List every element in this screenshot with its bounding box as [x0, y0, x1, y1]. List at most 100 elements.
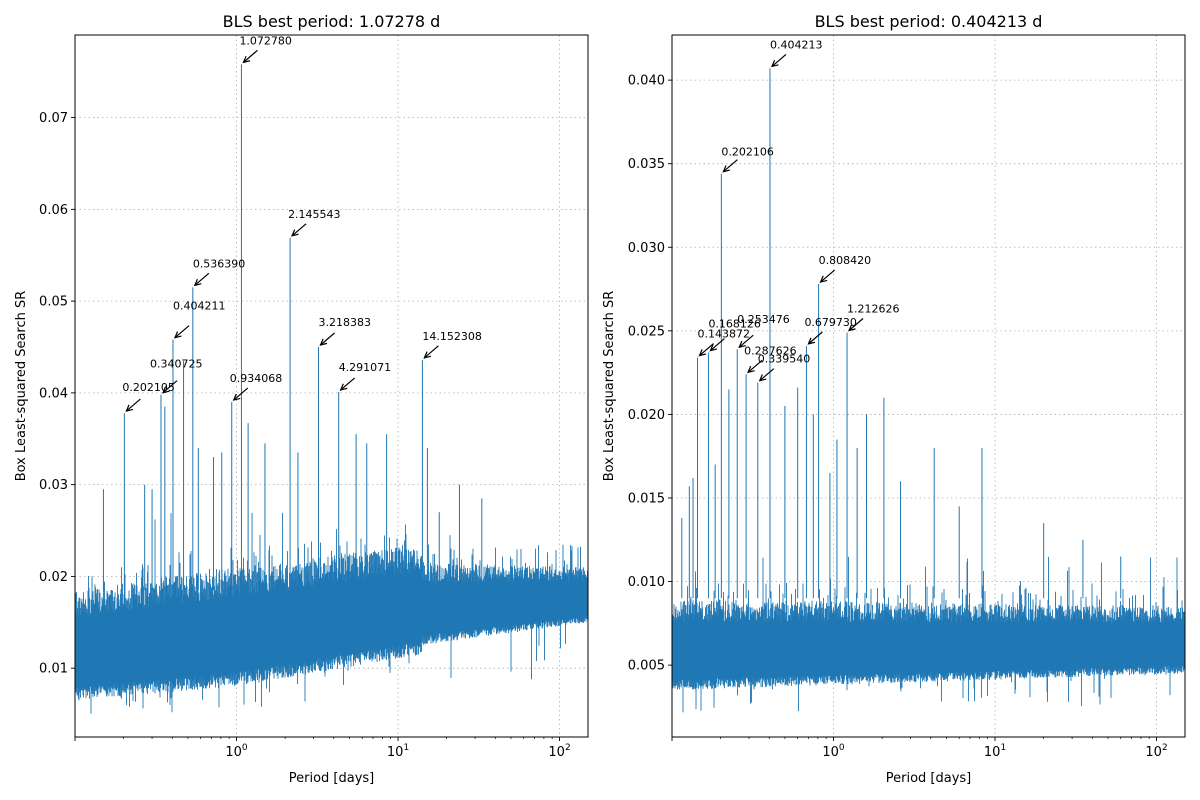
- right-periodogram-panel: BLS best period: 0.404213 d 0.1438720.16…: [602, 12, 1186, 786]
- right-chart-title: BLS best period: 0.404213 d: [815, 12, 1043, 31]
- left-x-axis-label: Period [days]: [289, 771, 375, 786]
- right-y-tick-label: 0.030: [628, 241, 665, 256]
- right-x-axis-label: Period [days]: [886, 771, 972, 786]
- left-annotation-label: 0.202105: [122, 381, 175, 394]
- right-annotation-arrow: [699, 343, 714, 357]
- left-peak-annotation: 0.404211: [173, 300, 226, 339]
- right-y-tick-label: 0.020: [628, 408, 665, 423]
- left-annotation-label: 0.340725: [150, 358, 203, 371]
- left-annotation-arrowhead: [423, 351, 432, 359]
- left-annotations: 0.202105 0.340725 0.404211 0.536390 0.934068…: [122, 34, 482, 412]
- left-x-tick-label: 101: [387, 743, 409, 760]
- right-peak-annotation: 1.212626: [847, 303, 900, 332]
- right-annotation-arrowhead: [747, 365, 755, 374]
- right-annotation-label: 0.339540: [758, 353, 811, 366]
- right-y-ticks: 0.005 0.010 0.015 0.020 0.025 0.030 0.035 0.040: [628, 74, 672, 674]
- right-annotation-arrow: [771, 53, 787, 67]
- right-annotation-label: 0.253476: [737, 313, 790, 326]
- left-peak-annotation: 0.202105: [122, 381, 175, 412]
- left-y-tick-label: 0.06: [39, 203, 68, 218]
- right-annotation-label: 1.212626: [847, 303, 900, 316]
- right-annotation-arrow: [848, 318, 864, 331]
- left-annotation-label: 3.218383: [319, 316, 372, 329]
- right-peak-annotation: 0.168126: [708, 318, 761, 352]
- right-annotation-arrow: [820, 269, 835, 283]
- left-peak-annotation: 1.072780: [239, 34, 292, 64]
- right-y-axis-label: Box Least-squared Search SR: [602, 291, 617, 482]
- left-y-tick-label: 0.07: [39, 111, 68, 126]
- right-y-tick-label: 0.005: [628, 659, 665, 674]
- right-peak-annotation: 0.143872: [698, 328, 751, 357]
- right-peak-annotation: 0.404213: [770, 38, 823, 68]
- left-peak-annotation: 0.934068: [230, 372, 283, 401]
- right-annotation-arrow: [738, 334, 754, 348]
- left-annotation-label: 0.934068: [230, 372, 283, 385]
- right-annotation-arrowhead: [738, 340, 746, 349]
- left-annotation-label: 0.404211: [173, 300, 226, 313]
- left-y-tick-label: 0.01: [39, 662, 68, 677]
- right-annotation-arrowhead: [807, 337, 816, 345]
- right-x-tick-label: 100: [822, 743, 845, 760]
- left-periodogram-noise: [75, 512, 588, 714]
- left-chart-title: BLS best period: 1.07278 d: [223, 12, 441, 31]
- right-x-tick-label: 101: [984, 743, 1006, 760]
- left-peak-annotation: 14.152308: [422, 330, 482, 359]
- left-annotation-arrow: [194, 272, 210, 286]
- left-y-axis-label: Box Least-squared Search SR: [14, 291, 29, 482]
- right-annotation-label: 0.679730: [804, 316, 857, 329]
- right-annotation-label: 0.143872: [698, 328, 751, 341]
- right-annotation-arrowhead: [722, 165, 731, 173]
- right-peak-annotation: 0.202106: [721, 146, 774, 173]
- left-y-ticks: 0.01 0.02 0.03 0.04 0.05 0.06 0.07: [39, 111, 75, 677]
- right-annotation-arrowhead: [698, 349, 707, 357]
- left-annotation-arrow: [174, 325, 190, 339]
- right-x-ticks: 100 101 102: [671, 737, 1168, 760]
- left-annotation-arrowhead: [193, 278, 202, 287]
- right-annotation-arrowhead: [848, 324, 856, 332]
- left-x-tick-label: 102: [548, 743, 570, 760]
- left-annotation-arrow: [424, 345, 439, 359]
- left-y-tick-label: 0.04: [39, 386, 68, 401]
- right-periodogram-noise: [672, 556, 1185, 713]
- left-y-tick-label: 0.05: [39, 295, 68, 310]
- left-peak-annotation: 0.340725: [150, 358, 203, 394]
- left-axes-frame: [74, 34, 589, 738]
- left-annotation-arrow: [162, 380, 178, 394]
- left-x-ticks: 100 101 102: [74, 737, 571, 760]
- left-annotation-label: 14.152308: [422, 330, 482, 343]
- left-x-tick-label: 100: [225, 743, 248, 760]
- left-annotation-arrow: [291, 223, 307, 237]
- left-annotation-arrowhead: [161, 386, 170, 394]
- left-periodogram-panel: BLS best period: 1.07278 d 0.202105 0.340…: [14, 12, 589, 786]
- left-annotation-label: 2.145543: [288, 208, 341, 221]
- right-peak-annotation: 0.253476: [737, 313, 790, 349]
- right-annotation-arrowhead: [770, 60, 779, 68]
- right-annotation-arrow: [808, 331, 823, 345]
- right-annotation-label: 0.404213: [770, 38, 823, 51]
- left-annotation-arrowhead: [319, 338, 328, 346]
- right-axes-frame: [671, 34, 1186, 738]
- left-peak-annotation: 4.291071: [339, 361, 392, 391]
- left-annotation-arrowhead: [291, 229, 299, 237]
- right-peak-annotation: 0.339540: [758, 353, 811, 382]
- left-y-tick-label: 0.02: [39, 570, 68, 585]
- left-annotation-arrowhead: [125, 404, 134, 412]
- right-peak-annotation: 0.679730: [804, 316, 857, 345]
- left-peak-annotation: 0.536390: [193, 257, 246, 287]
- left-peak-annotation: 3.218383: [319, 316, 372, 346]
- right-annotation-arrowhead: [758, 374, 767, 382]
- left-y-tick-label: 0.03: [39, 478, 68, 493]
- right-y-tick-label: 0.035: [628, 157, 665, 172]
- right-plot-area: [672, 68, 1185, 713]
- left-annotation-arrow: [125, 398, 141, 412]
- right-x-tick-label: 102: [1145, 743, 1167, 760]
- right-peak-annotation: 0.808420: [819, 254, 871, 283]
- right-annotation-arrowhead: [819, 275, 828, 283]
- right-y-tick-label: 0.010: [628, 575, 665, 590]
- left-annotation-label: 4.291071: [339, 361, 392, 374]
- left-annotation-label: 0.536390: [193, 257, 246, 270]
- left-plot-area: [75, 64, 588, 714]
- left-annotation-arrow: [340, 377, 356, 391]
